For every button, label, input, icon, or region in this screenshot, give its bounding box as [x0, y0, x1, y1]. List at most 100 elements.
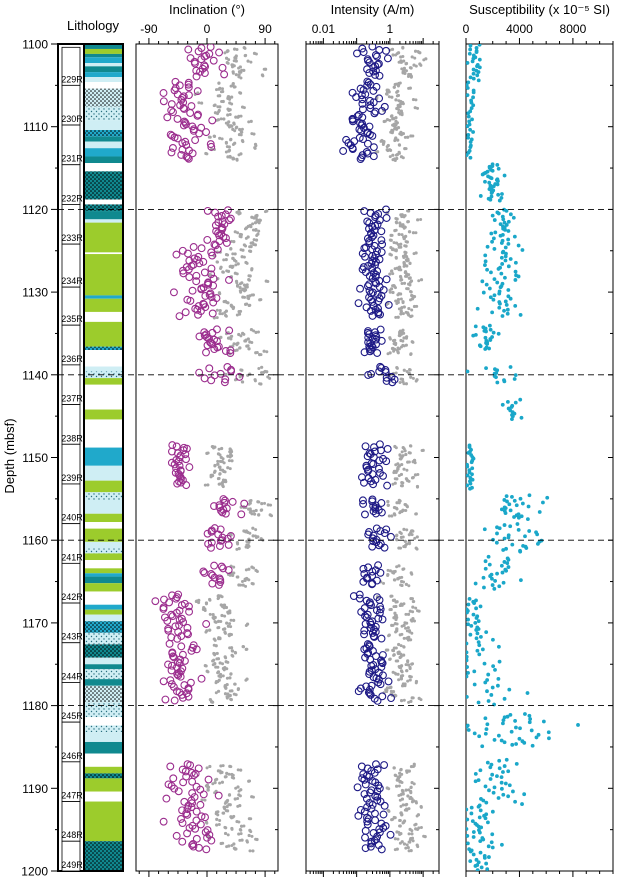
susceptibility-point — [490, 168, 495, 173]
gray-point — [233, 85, 237, 89]
gray-point — [388, 290, 392, 294]
inclination-point — [168, 441, 177, 450]
intensity-point — [371, 505, 380, 513]
lithology-pattern — [84, 773, 123, 779]
inclination-point — [203, 206, 212, 215]
gray-point — [240, 838, 244, 842]
gray-point — [260, 508, 264, 512]
susceptibility-point — [492, 586, 497, 591]
gray-point — [419, 218, 423, 222]
panel-title: Intensity (A/m) — [331, 2, 415, 17]
inclination-point — [203, 341, 212, 350]
susceptibility-point — [510, 542, 515, 547]
lithology-unit — [84, 66, 123, 73]
inclination-point — [210, 502, 218, 511]
inclination-point — [176, 672, 185, 681]
lithology-unit — [84, 120, 123, 131]
inclination-point — [180, 797, 189, 806]
gray-point — [247, 502, 251, 506]
susceptibility-point — [468, 75, 473, 80]
inclination-point — [185, 273, 194, 282]
intensity-point — [373, 696, 382, 705]
susceptibility-point — [518, 549, 523, 554]
gray-point — [401, 821, 405, 825]
lithology-unit — [84, 222, 123, 253]
susceptibility-point — [495, 571, 499, 576]
gray-point — [410, 800, 414, 804]
gray-point — [254, 52, 258, 56]
susceptibility-point — [503, 258, 508, 263]
lithology-unit — [84, 732, 123, 742]
susceptibility-point — [494, 540, 499, 545]
susceptibility-point — [576, 723, 580, 727]
gray-point — [214, 691, 218, 695]
lithology-unit — [84, 156, 123, 164]
gray-point — [239, 309, 243, 313]
lithology-unit — [84, 741, 123, 754]
gray-point — [394, 463, 398, 467]
gray-point — [397, 307, 401, 311]
susceptibility-point — [545, 495, 550, 500]
gray-point — [239, 76, 243, 80]
susceptibility-point — [478, 839, 483, 843]
susceptibility-point — [466, 658, 469, 663]
intensity-point — [367, 345, 376, 354]
gray-point — [399, 546, 403, 550]
susceptibility-point — [466, 617, 470, 622]
gray-point — [404, 508, 408, 512]
gray-point — [226, 454, 230, 458]
inclination-point — [192, 72, 201, 81]
gray-point — [212, 471, 216, 475]
susceptibility-point — [510, 417, 514, 421]
intensity-point — [363, 282, 372, 291]
lithology-frame — [83, 43, 124, 872]
susceptibility-point — [512, 515, 516, 519]
inclination-point — [163, 616, 172, 625]
gray-point — [391, 623, 395, 627]
gray-point — [386, 500, 390, 504]
susceptibility-point — [490, 583, 495, 587]
gray-point — [394, 534, 398, 538]
x-tick-label: 1 — [387, 22, 394, 36]
susceptibility-point — [513, 719, 517, 723]
susceptibility-point — [484, 329, 488, 334]
inclination-point — [193, 111, 202, 120]
inclination-point — [184, 45, 193, 54]
susceptibility-point — [470, 117, 474, 122]
susceptibility-point — [511, 789, 515, 794]
gray-point — [211, 612, 215, 617]
gray-point — [228, 622, 232, 626]
intensity-point — [375, 825, 384, 834]
gray-point — [255, 233, 259, 237]
core-label: 231R — [61, 154, 83, 164]
susceptibility-point — [484, 630, 489, 635]
gray-point — [208, 612, 212, 616]
susceptibility-point — [468, 47, 473, 52]
susceptibility-point — [506, 565, 511, 569]
gray-point — [247, 578, 251, 582]
gray-point — [422, 834, 426, 838]
susceptibility-point — [483, 680, 488, 685]
inclination-point — [182, 481, 191, 490]
gray-point — [238, 346, 242, 350]
intensity-point — [383, 444, 392, 453]
inclination-point — [160, 595, 168, 604]
susceptibility-point — [485, 244, 490, 249]
gray-point — [222, 461, 226, 465]
x-tick-label: 4000 — [506, 22, 533, 36]
inclination-point — [192, 834, 201, 843]
gray-point — [397, 108, 401, 112]
inclination-panel: Inclination (°)-90 0 90 — [135, 2, 279, 877]
gray-point — [242, 332, 246, 336]
gray-point — [234, 786, 238, 790]
gray-point — [412, 765, 416, 769]
lithology-unit — [84, 298, 123, 312]
susceptibility-point — [469, 106, 474, 111]
gray-point — [236, 542, 240, 546]
inclination-point — [209, 56, 218, 65]
susceptibility-point — [487, 180, 492, 185]
gray-point — [395, 90, 399, 94]
susceptibility-point — [501, 792, 506, 797]
gray-point — [216, 671, 220, 675]
gray-point — [402, 645, 406, 649]
